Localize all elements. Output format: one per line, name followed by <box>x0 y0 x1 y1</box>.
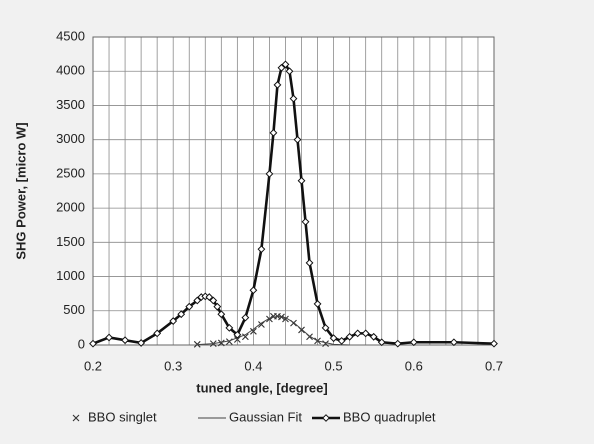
diamond-marker <box>241 313 250 322</box>
y-tick-label: 1000 <box>56 268 85 283</box>
diamond-marker <box>225 323 234 332</box>
y-axis-title: SHG Power, [micro W] <box>13 122 28 259</box>
plot-area <box>93 37 494 345</box>
y-tick-label: 3000 <box>56 131 85 146</box>
x-tick-label: 0.5 <box>325 358 343 373</box>
legend-label: Gaussian Fit <box>229 409 302 424</box>
x-tick-label: 0.6 <box>405 358 423 373</box>
diamond-marker <box>105 333 113 342</box>
diamond-marker <box>193 296 202 305</box>
x-marker <box>322 340 329 348</box>
diamond-marker <box>289 94 298 103</box>
diamond-marker <box>89 339 97 348</box>
diamond-marker <box>329 334 338 343</box>
diamond-marker <box>305 258 314 267</box>
x-marker <box>250 327 257 335</box>
diamond-marker <box>153 329 162 338</box>
y-tick-label: 3500 <box>56 97 85 112</box>
x-marker <box>217 339 225 347</box>
diamond-marker <box>205 293 214 301</box>
diamond-marker <box>377 338 386 347</box>
diamond-marker <box>233 330 242 339</box>
diamond-marker <box>249 286 258 295</box>
diamond-marker <box>490 339 498 348</box>
diamond-marker <box>313 300 322 308</box>
diamond-marker <box>269 128 278 137</box>
x-marker <box>266 315 273 323</box>
diamond-marker <box>345 332 354 341</box>
diamond-marker <box>121 336 129 345</box>
diamond-marker <box>281 60 290 69</box>
legend-swatch <box>322 414 330 422</box>
legend-swatch <box>72 414 80 422</box>
diamond-marker <box>277 63 286 72</box>
x-axis-title: tuned angle, [degree] <box>196 380 327 395</box>
y-tick-label: 4000 <box>56 63 85 78</box>
diamond-marker <box>265 169 274 178</box>
diamond-marker <box>449 338 458 347</box>
diamond-marker <box>257 245 266 254</box>
diamond-marker <box>177 310 186 319</box>
x-tick-label: 0.2 <box>84 358 102 373</box>
diamond-marker <box>185 302 194 311</box>
diamond-marker <box>361 329 370 338</box>
x-tick-label: 0.4 <box>244 358 262 373</box>
y-tick-label: 2000 <box>56 200 85 215</box>
diamond-marker <box>169 317 178 325</box>
y-tick-label: 2500 <box>56 165 85 180</box>
series-line <box>197 315 350 346</box>
diamond-marker <box>209 296 218 305</box>
diamond-marker <box>353 329 362 338</box>
legend-label: BBO quadruplet <box>343 409 436 424</box>
diamond-marker <box>217 310 226 319</box>
diamond-marker <box>337 336 346 345</box>
x-tick-label: 0.7 <box>485 358 503 373</box>
y-tick-label: 4500 <box>56 28 85 43</box>
y-tick-label: 1500 <box>56 234 85 249</box>
x-marker <box>225 338 233 345</box>
diamond-marker <box>213 302 222 311</box>
y-tick-label: 500 <box>63 302 85 317</box>
plot-border <box>92 36 495 346</box>
diamond-marker <box>137 339 146 347</box>
x-tick-label: 0.3 <box>164 358 182 373</box>
diamond-marker <box>297 176 306 185</box>
y-tick-label: 0 <box>78 336 85 351</box>
diamond-marker <box>393 339 402 348</box>
diamond-marker <box>369 332 378 341</box>
diamond-marker <box>409 338 418 347</box>
legend-label: BBO singlet <box>88 409 157 424</box>
diamond-marker <box>285 67 294 76</box>
diamond-marker <box>301 217 310 226</box>
diamond-marker <box>273 81 282 89</box>
diamond-marker <box>293 135 302 144</box>
diamond-marker <box>321 323 330 332</box>
x-marker <box>241 333 249 341</box>
